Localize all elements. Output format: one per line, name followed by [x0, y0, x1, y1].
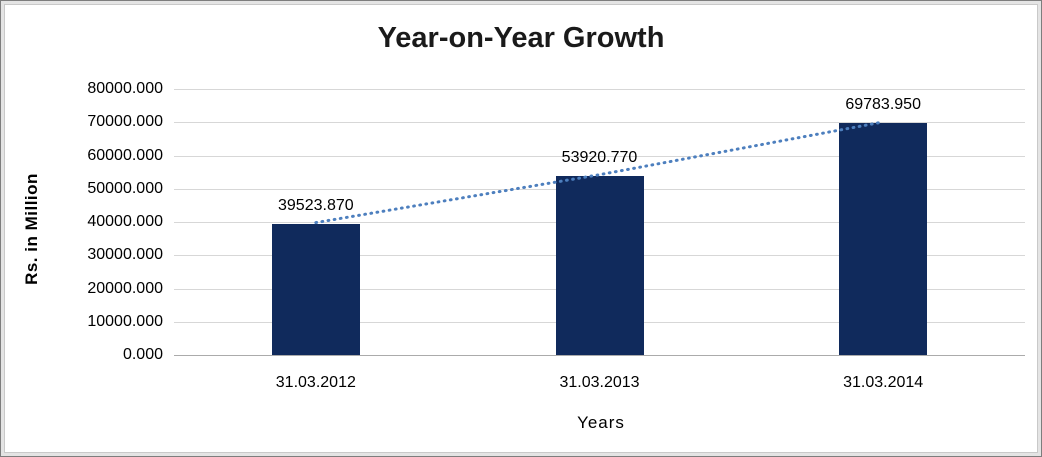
gridline [174, 89, 1025, 90]
bar-31.03.2012 [271, 223, 360, 355]
data-label: 39523.870 [278, 196, 354, 214]
y-tick-label: 50000.000 [87, 179, 163, 197]
x-tick-label: 31.03.2013 [559, 374, 640, 391]
y-tick-label: 40000.000 [87, 213, 163, 230]
y-tick-label: 30000.000 [87, 246, 163, 264]
chart-title: Year-on-Year Growth [377, 22, 665, 54]
y-tick-label: 80000.000 [87, 80, 163, 97]
x-axis-baseline [174, 355, 1025, 356]
data-label: 69783.950 [845, 95, 921, 113]
bar-31.03.2014 [839, 122, 928, 355]
y-tick-label: 10000.000 [87, 312, 163, 330]
y-axis-title: Rs. in Million [22, 173, 41, 285]
y-tick-label: 0.000 [122, 346, 163, 363]
x-axis-title: Years [577, 413, 625, 432]
chart-canvas: Year-on-Year Growth Rs. in Million 80000… [4, 4, 1038, 453]
x-tick-label: 31.03.2014 [843, 374, 924, 391]
bar-31.03.2013 [555, 175, 644, 355]
y-tick-label: 70000.000 [87, 113, 163, 131]
x-tick-label: 31.03.2012 [275, 374, 356, 391]
y-tick-label: 20000.000 [87, 279, 163, 297]
data-label: 53920.770 [561, 148, 638, 166]
y-tick-label: 60000.000 [87, 146, 163, 164]
